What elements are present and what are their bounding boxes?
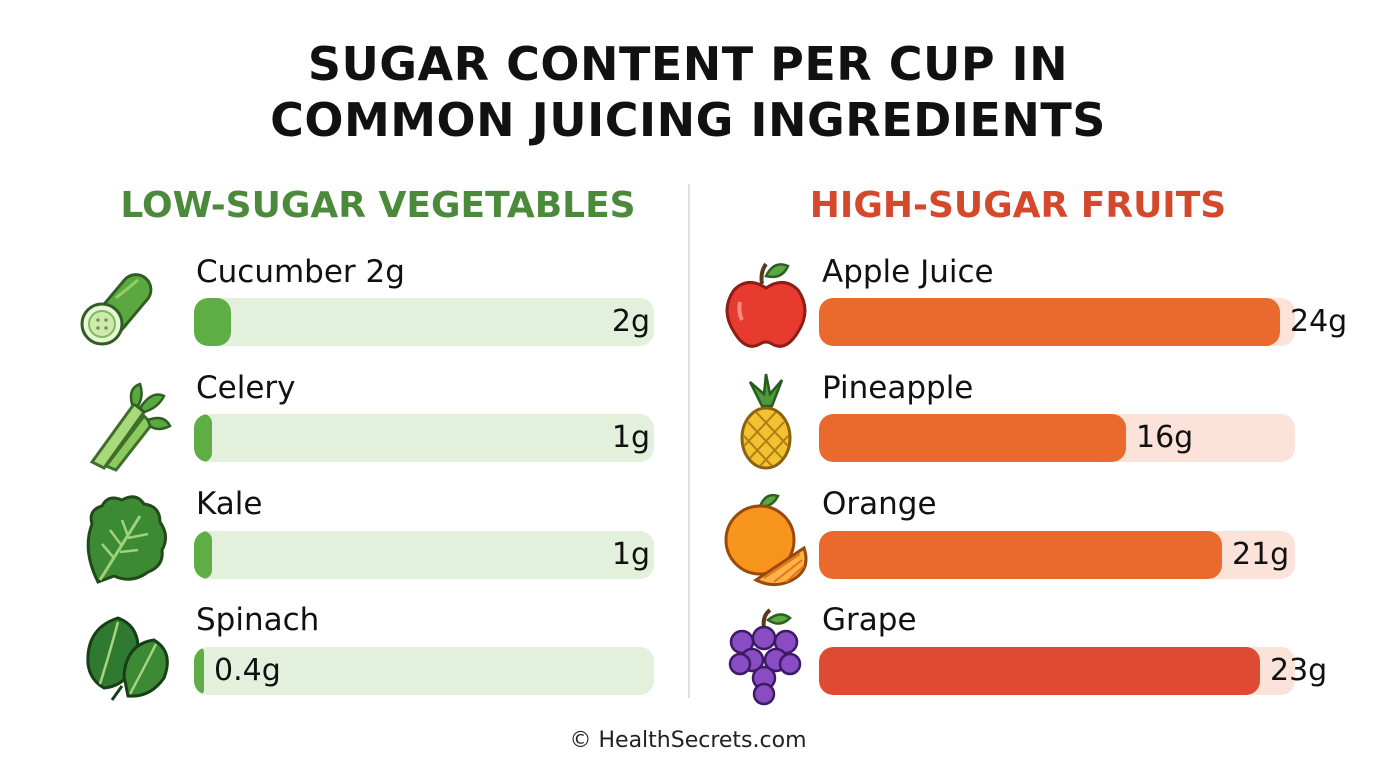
- cucumber-bar-track: [194, 298, 654, 346]
- grape-icon: [716, 606, 816, 706]
- celery-bar: [194, 414, 212, 462]
- vegetables-heading: LOW-SUGAR VEGETABLES: [120, 185, 636, 226]
- pineapple-label: Pineapple: [822, 370, 974, 406]
- apple-juice-value: 24g: [1290, 304, 1348, 339]
- celery-bar-track: [194, 414, 654, 462]
- grape-value: 23g: [1270, 653, 1328, 688]
- celery-value: 1g: [611, 420, 650, 455]
- kale-value: 1g: [611, 537, 650, 572]
- spinach-icon: [78, 606, 178, 706]
- cucumber-bar: [194, 298, 231, 346]
- grape-bar-track: [819, 647, 1295, 695]
- kale-label: Kale: [196, 486, 263, 522]
- grape-label: Grape: [822, 602, 917, 638]
- pineapple-value: 16g: [1136, 420, 1194, 455]
- spinach-bar: [194, 647, 204, 695]
- apple-juice-bar: [819, 298, 1280, 346]
- apple-juice-label: Apple Juice: [822, 254, 994, 290]
- pineapple-bar: [819, 414, 1126, 462]
- spinach-label: Spinach: [196, 602, 320, 638]
- pineapple-icon: [716, 372, 816, 472]
- kale-bar-track: [194, 531, 654, 579]
- apple-icon: [716, 258, 816, 358]
- orange-bar-track: [819, 531, 1295, 579]
- page-title: SUGAR CONTENT PER CUP IN COMMON JUICING …: [0, 36, 1376, 148]
- grape-bar: [819, 647, 1260, 695]
- apple-juice-bar-track: [819, 298, 1295, 346]
- kale-bar: [194, 531, 212, 579]
- cucumber-value: 2g: [611, 304, 650, 339]
- celery-icon: [78, 374, 178, 474]
- spinach-bar-track: [194, 647, 654, 695]
- celery-label: Celery: [196, 370, 296, 406]
- pineapple-bar-track: [819, 414, 1295, 462]
- fruits-heading: HIGH-SUGAR FRUITS: [809, 185, 1227, 226]
- orange-bar: [819, 531, 1222, 579]
- column-divider: [688, 184, 690, 698]
- title-line-1: SUGAR CONTENT PER CUP IN: [307, 37, 1069, 91]
- cucumber-icon: [78, 258, 178, 358]
- orange-value: 21g: [1232, 537, 1290, 572]
- copyright-footer: © HealthSecrets.com: [569, 728, 807, 753]
- title-line-2: COMMON JUICING INGREDIENTS: [270, 93, 1106, 147]
- kale-icon: [78, 490, 178, 590]
- orange-icon: [716, 490, 816, 590]
- cucumber-label: Cucumber 2g: [196, 254, 405, 290]
- spinach-value: 0.4g: [214, 653, 281, 688]
- orange-label: Orange: [822, 486, 937, 522]
